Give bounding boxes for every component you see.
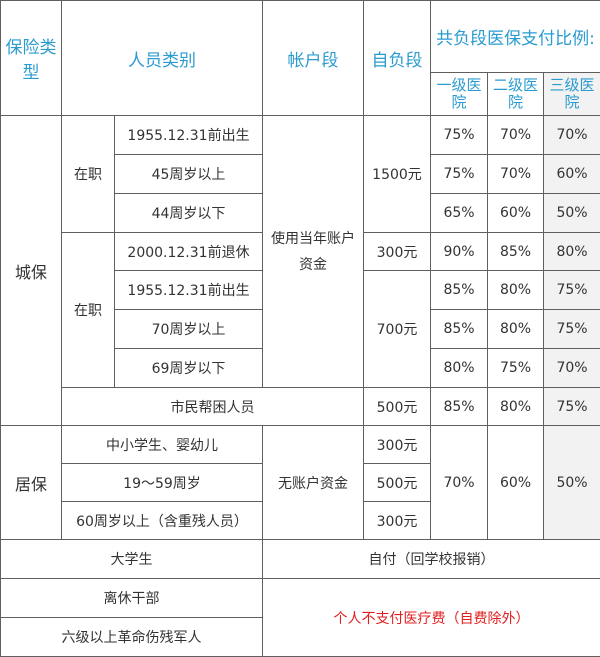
urban-insurance-label: 城保 xyxy=(1,116,62,426)
category-cell: 45周岁以上 xyxy=(115,155,263,194)
rate-cell: 75% xyxy=(544,310,600,349)
header-self-pay: 自负段 xyxy=(364,1,431,116)
rate-cell: 75% xyxy=(488,349,544,388)
rate-cell: 80% xyxy=(488,271,544,310)
header-level3: 三级医院 xyxy=(544,73,600,116)
rate-cell: 70% xyxy=(431,426,488,540)
rate-cell: 75% xyxy=(431,155,488,194)
rate-cell: 60% xyxy=(488,426,544,540)
on-job-label: 在职 xyxy=(62,116,115,233)
rate-cell: 90% xyxy=(431,233,488,271)
rate-cell: 60% xyxy=(544,155,600,194)
header-level2: 二级医院 xyxy=(488,73,544,116)
rate-cell: 50% xyxy=(544,426,600,540)
rate-cell: 70% xyxy=(488,155,544,194)
header-category: 人员类别 xyxy=(62,1,263,116)
category-cell: 六级以上革命伤残军人 xyxy=(1,618,263,657)
rate-cell: 80% xyxy=(544,233,600,271)
category-cell: 19～59周岁 xyxy=(62,464,263,502)
rate-cell: 80% xyxy=(488,310,544,349)
self-pay-cell: 500元 xyxy=(364,388,431,426)
category-cell: 离休干部 xyxy=(1,579,263,618)
header-account: 帐户段 xyxy=(263,1,364,116)
category-cell: 69周岁以下 xyxy=(115,349,263,388)
self-pay-cell: 1500元 xyxy=(364,116,431,233)
category-cell: 1955.12.31前出生 xyxy=(115,116,263,155)
category-cell: 大学生 xyxy=(1,540,263,579)
rate-cell: 80% xyxy=(431,349,488,388)
resident-insurance-label: 居保 xyxy=(1,426,62,540)
category-cell: 60周岁以上（含重残人员） xyxy=(62,502,263,540)
rate-cell: 70% xyxy=(544,349,600,388)
category-cell: 中小学生、婴幼儿 xyxy=(62,426,263,464)
exempt-note: 个人不支付医疗费（自费除外） xyxy=(263,579,600,657)
rate-cell: 50% xyxy=(544,194,600,233)
self-pay-cell: 700元 xyxy=(364,271,431,388)
rate-cell: 75% xyxy=(431,116,488,155)
rate-cell: 85% xyxy=(488,233,544,271)
category-cell: 1955.12.31前出生 xyxy=(115,271,263,310)
rate-cell: 75% xyxy=(544,271,600,310)
rate-cell: 85% xyxy=(431,388,488,426)
self-pay-cell: 300元 xyxy=(364,502,431,540)
self-pay-cell: 500元 xyxy=(364,464,431,502)
rate-cell: 80% xyxy=(488,388,544,426)
rate-cell: 85% xyxy=(431,271,488,310)
rate-cell: 70% xyxy=(488,116,544,155)
rate-cell: 70% xyxy=(544,116,600,155)
self-pay-cell: 300元 xyxy=(364,233,431,271)
rate-cell: 85% xyxy=(431,310,488,349)
self-pay-cell: 300元 xyxy=(364,426,431,464)
urban-account-text: 使用当年账户资金 xyxy=(271,226,355,278)
category-cell: 70周岁以上 xyxy=(115,310,263,349)
urban-account-cell: 使用当年账户资金 xyxy=(263,116,364,388)
rate-cell: 60% xyxy=(488,194,544,233)
header-level1: 一级医院 xyxy=(431,73,488,116)
college-payment-cell: 自付（回学校报销） xyxy=(263,540,600,579)
category-cell: 2000.12.31前退休 xyxy=(115,233,263,271)
header-insurance-type: 保险类型 xyxy=(1,1,62,116)
category-cell: 市民帮困人员 xyxy=(62,388,364,426)
rate-cell: 65% xyxy=(431,194,488,233)
rate-cell: 75% xyxy=(544,388,600,426)
resident-account-cell: 无账户资金 xyxy=(263,426,364,540)
category-cell: 44周岁以下 xyxy=(115,194,263,233)
on-job-label: 在职 xyxy=(62,233,115,388)
header-co-pay: 共负段医保支付比例: xyxy=(431,1,600,73)
